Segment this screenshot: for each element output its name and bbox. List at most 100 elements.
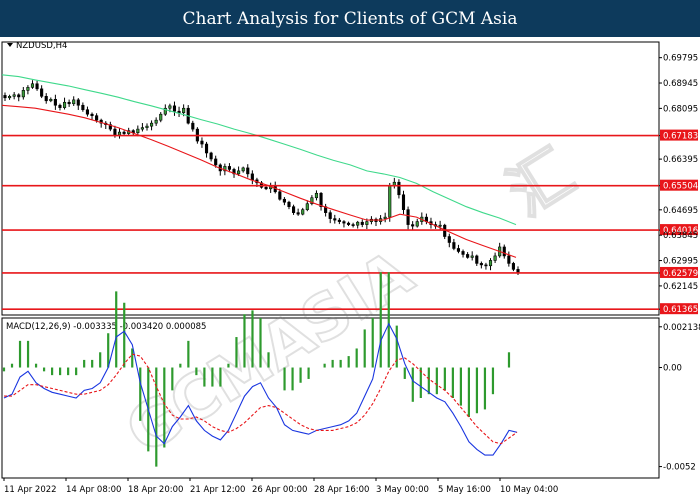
candle — [53, 94, 57, 110]
candle — [475, 254, 479, 266]
candle-body — [470, 255, 474, 258]
candle-body — [461, 251, 465, 255]
time-tick-label: 18 Apr 20:00 — [128, 485, 183, 495]
macd-panel-frame — [1, 317, 660, 479]
candle-body — [502, 246, 506, 257]
candle — [35, 80, 39, 91]
candle — [90, 112, 94, 120]
candle-body — [44, 96, 48, 102]
candle — [282, 197, 286, 206]
symbol-label: NZDUSD,H4 — [16, 41, 67, 51]
candle-body — [209, 152, 213, 160]
chart-area[interactable]: GCMASIA 汇 NZDUSD,H4 0.69795 0.68945 0.68095 0.… — [0, 37, 700, 500]
time-tick-label: 26 Apr 00:00 — [252, 485, 307, 495]
candle-body — [511, 263, 515, 270]
candle-body — [292, 206, 296, 213]
candle — [388, 182, 392, 222]
candle — [411, 221, 415, 231]
main-panel-frame — [1, 41, 660, 316]
candle-body — [26, 87, 30, 91]
price-tick-label: 0.66395 — [663, 155, 698, 165]
price-level-label: 0.62579 — [663, 269, 698, 279]
price-level-label: 0.65504 — [663, 182, 698, 192]
candle-body — [415, 221, 419, 227]
macd-histogram — [2, 272, 511, 467]
time-tick-label: 3 May 00:00 — [376, 485, 429, 495]
candle-body — [397, 181, 401, 196]
page-title: Chart Analysis for Clients of GCM Asia — [0, 0, 700, 37]
candle — [117, 128, 122, 139]
moving-average-slow — [1, 74, 517, 226]
price-tick-label: 0.69795 — [663, 54, 698, 64]
candle — [461, 249, 465, 258]
candle-body — [278, 191, 282, 200]
candle — [241, 166, 245, 173]
signal-line — [4, 353, 518, 445]
candle — [191, 120, 195, 132]
candle — [49, 97, 53, 103]
candle-body — [305, 203, 309, 210]
candle-body — [140, 127, 144, 130]
candle — [397, 179, 401, 199]
candle-body — [475, 255, 479, 264]
candle-body — [452, 242, 456, 249]
candle — [108, 121, 112, 132]
candle-body — [177, 110, 181, 114]
macd-line — [3, 322, 518, 456]
time-tick-label: 28 Apr 16:00 — [314, 485, 369, 495]
candle-body — [150, 122, 154, 127]
candle — [310, 195, 314, 206]
candle — [76, 98, 80, 110]
candle — [443, 223, 447, 240]
candle — [177, 106, 181, 117]
candles — [3, 80, 520, 276]
dropdown-triangle-icon — [7, 43, 13, 47]
candle-body — [204, 143, 209, 154]
candle-body — [237, 170, 241, 175]
candle-body — [58, 104, 62, 108]
candle — [292, 204, 296, 215]
candle-body — [246, 167, 250, 175]
price-level-box — [660, 303, 698, 315]
candle — [337, 217, 341, 225]
candle-body — [81, 104, 85, 111]
candle — [62, 97, 67, 110]
candle-body — [21, 90, 25, 98]
candle-body — [356, 221, 360, 226]
candle-body — [484, 264, 488, 267]
candle-body — [447, 236, 451, 243]
candle — [3, 92, 7, 101]
candle — [493, 252, 497, 264]
candle-body — [466, 254, 470, 258]
candle-body — [117, 131, 122, 136]
macd-tick-label: 0.00 — [663, 364, 682, 374]
candle-body — [30, 83, 35, 88]
candle — [21, 87, 25, 100]
candle-body — [488, 260, 493, 267]
candle — [150, 120, 154, 131]
candle-body — [296, 212, 300, 215]
candle — [44, 93, 48, 104]
time-tick-label: 11 Apr 2022 — [4, 485, 57, 495]
candle-body — [346, 222, 351, 225]
candle-body — [328, 212, 332, 219]
time-tick-label: 21 Apr 12:00 — [190, 485, 245, 495]
chart-canvas[interactable]: GCMASIA汇NZDUSD,H40.697950.689450.680950.… — [0, 37, 700, 500]
candle-body — [223, 166, 227, 172]
candle — [305, 200, 309, 212]
candle-body — [406, 209, 410, 225]
candle-body — [401, 194, 406, 210]
candle — [296, 208, 300, 216]
candle-body — [310, 197, 314, 205]
candle-body — [53, 98, 57, 106]
candle-body — [493, 255, 497, 261]
candle-body — [182, 107, 186, 114]
candle-body — [136, 128, 140, 134]
candle — [470, 251, 474, 261]
candle-body — [365, 221, 369, 225]
candle — [374, 217, 378, 227]
candle — [484, 262, 488, 270]
candle — [333, 214, 337, 224]
candle — [301, 207, 305, 216]
candle — [200, 137, 204, 148]
